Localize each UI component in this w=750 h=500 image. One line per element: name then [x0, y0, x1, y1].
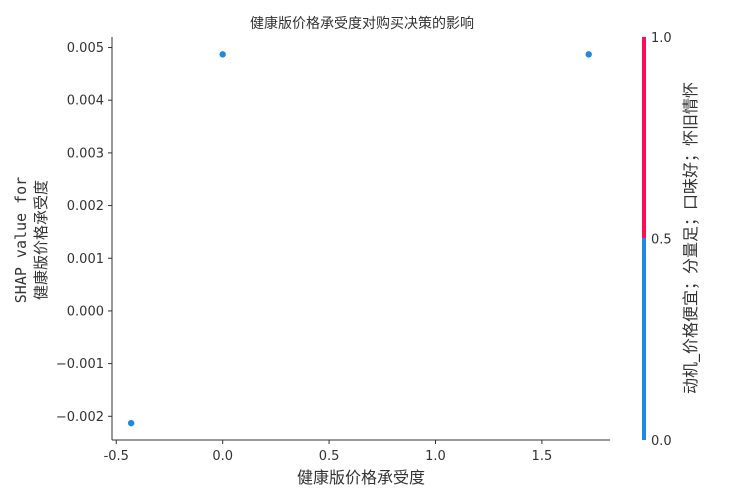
x-ticks: -0.5 0.0 0.5 1.0 1.5 — [104, 440, 553, 464]
colorbar-tick-label: 1.0 — [651, 31, 672, 46]
data-point — [585, 51, 592, 58]
y-axis-label-line1: SHAP value for — [12, 177, 30, 303]
colorbar-high-segment — [642, 37, 646, 238]
x-tick-label: 0.5 — [319, 449, 340, 464]
y-tick-label: 0.002 — [67, 199, 104, 214]
colorbar-ticks: 0.0 0.5 1.0 — [651, 31, 672, 449]
colorbar-label: 动机_价格便宜；分量足；口味好；怀旧情怀 — [681, 82, 701, 394]
y-tick-label: 0.004 — [67, 94, 104, 109]
y-axis-label: SHAP value for 健康版价格承受度 — [12, 177, 50, 303]
y-tick-label: 0.000 — [67, 304, 104, 319]
data-points — [127, 51, 592, 427]
colorbar-low-segment — [642, 238, 646, 440]
data-point — [127, 419, 135, 427]
y-ticks: −0.002 −0.001 0.000 0.001 0.002 0.003 0.004 0.0… — [56, 41, 112, 425]
y-tick-label: 0.005 — [67, 41, 104, 56]
x-tick-label: -0.5 — [104, 449, 129, 464]
y-tick-label: −0.002 — [56, 410, 104, 425]
plot-area: -0.5 0.0 0.5 1.0 1.5 −0.002 −0.001 0.000 0.001 0… — [56, 37, 610, 464]
y-axis-label-line2: 健康版价格承受度 — [32, 180, 50, 300]
x-tick-label: 1.5 — [532, 449, 553, 464]
y-tick-label: 0.003 — [67, 146, 104, 161]
data-point — [219, 51, 226, 58]
colorbar: 0.0 0.5 1.0 动机_价格便宜；分量足；口味好；怀旧情怀 — [642, 31, 701, 449]
x-tick-label: 0.0 — [212, 449, 233, 464]
colorbar-tick-label: 0.0 — [651, 434, 672, 449]
chart-title: 健康版价格承受度对购买决策的影响 — [250, 15, 474, 32]
x-tick-label: 1.0 — [425, 449, 446, 464]
x-axis-label: 健康版价格承受度 — [297, 468, 425, 487]
y-tick-label: 0.001 — [67, 252, 104, 267]
y-tick-label: −0.001 — [56, 357, 104, 372]
colorbar-tick-label: 0.5 — [651, 233, 672, 248]
